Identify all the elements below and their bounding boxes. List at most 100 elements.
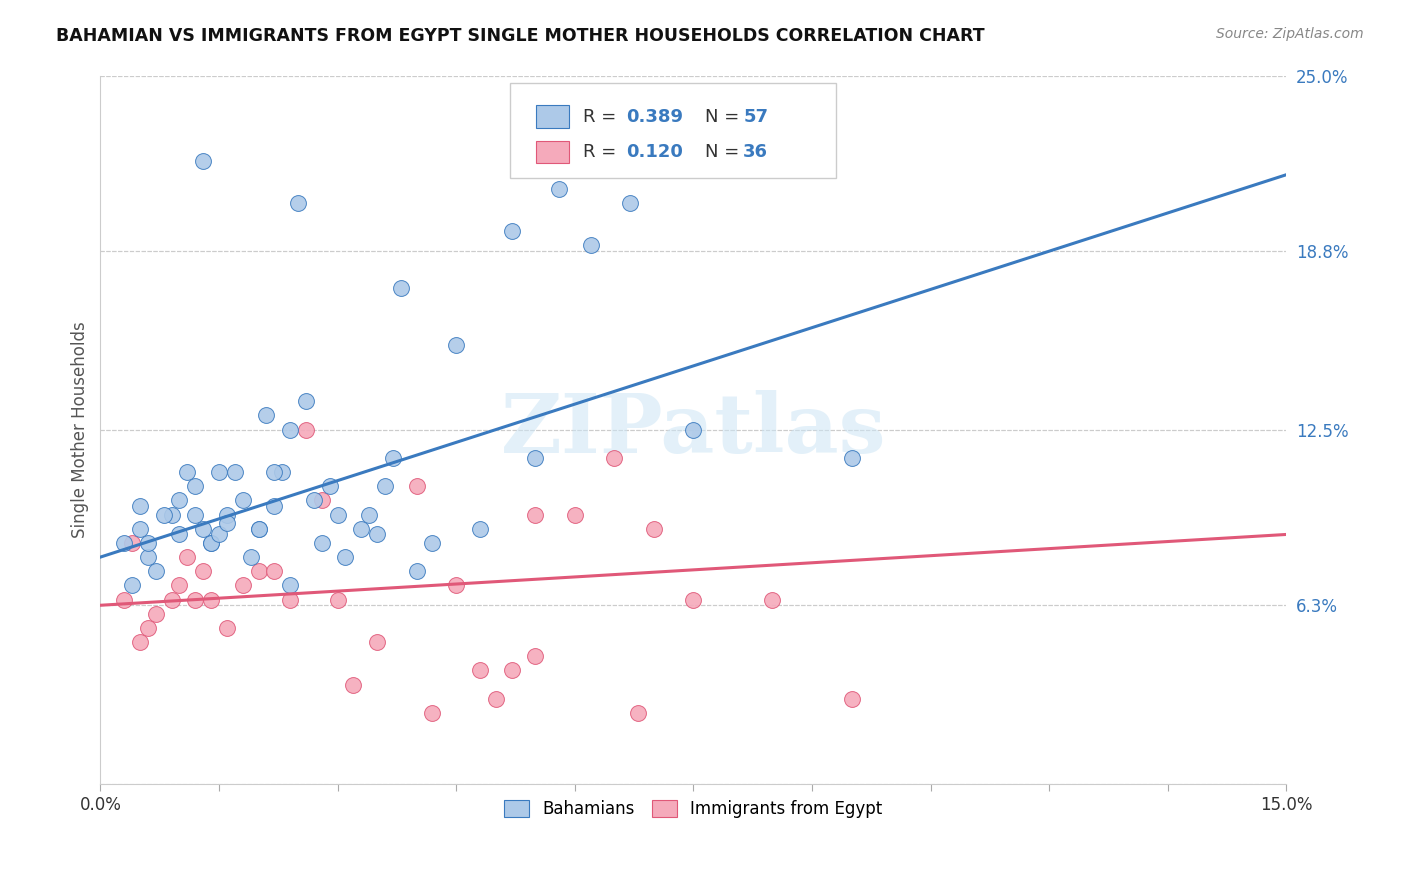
Point xyxy=(278,423,301,437)
Point xyxy=(191,153,214,168)
Text: R =: R = xyxy=(583,108,621,126)
Point xyxy=(200,536,222,550)
Point xyxy=(311,493,333,508)
Point xyxy=(302,493,325,508)
Point xyxy=(232,578,254,592)
Point xyxy=(405,479,427,493)
Point xyxy=(627,706,650,720)
Point xyxy=(389,281,412,295)
Point xyxy=(224,465,246,479)
Point xyxy=(208,465,231,479)
FancyBboxPatch shape xyxy=(536,105,569,128)
Point xyxy=(200,536,222,550)
Point xyxy=(263,564,285,578)
Point xyxy=(263,499,285,513)
Point xyxy=(366,635,388,649)
Point xyxy=(184,592,207,607)
Text: 0.389: 0.389 xyxy=(626,108,683,126)
Point xyxy=(501,224,523,238)
FancyBboxPatch shape xyxy=(509,83,835,178)
Text: N =: N = xyxy=(706,108,745,126)
Point xyxy=(215,508,238,522)
Point xyxy=(366,527,388,541)
Point xyxy=(524,450,547,465)
Point xyxy=(247,522,270,536)
Point xyxy=(422,706,444,720)
Point xyxy=(564,508,586,522)
Point xyxy=(335,550,357,565)
Point xyxy=(169,527,191,541)
Point xyxy=(381,450,404,465)
Point xyxy=(112,536,135,550)
Point xyxy=(128,635,150,649)
Text: 0.120: 0.120 xyxy=(626,143,683,161)
Point xyxy=(136,536,159,550)
Point xyxy=(342,677,364,691)
Point xyxy=(682,592,704,607)
Point xyxy=(603,450,626,465)
Point xyxy=(247,564,270,578)
Point xyxy=(350,522,373,536)
Point xyxy=(254,409,277,423)
Point xyxy=(524,649,547,664)
Legend: Bahamians, Immigrants from Egypt: Bahamians, Immigrants from Egypt xyxy=(498,794,889,825)
Point xyxy=(112,592,135,607)
Point xyxy=(145,607,167,621)
Point xyxy=(295,394,318,409)
Point xyxy=(619,196,641,211)
Point xyxy=(232,493,254,508)
Point xyxy=(841,691,863,706)
Y-axis label: Single Mother Households: Single Mother Households xyxy=(72,321,89,538)
Point xyxy=(278,592,301,607)
Point xyxy=(311,536,333,550)
Point xyxy=(405,564,427,578)
Point xyxy=(145,564,167,578)
Point xyxy=(485,691,508,706)
Point xyxy=(422,536,444,550)
Point xyxy=(128,499,150,513)
Point xyxy=(524,508,547,522)
Text: N =: N = xyxy=(706,143,745,161)
Point xyxy=(160,592,183,607)
Point xyxy=(501,664,523,678)
Point xyxy=(287,196,309,211)
Point xyxy=(444,578,467,592)
Point xyxy=(761,592,783,607)
Point xyxy=(176,550,198,565)
Point xyxy=(263,465,285,479)
Point xyxy=(579,238,602,252)
Point xyxy=(191,564,214,578)
Point xyxy=(215,621,238,635)
Point xyxy=(136,550,159,565)
Text: BAHAMIAN VS IMMIGRANTS FROM EGYPT SINGLE MOTHER HOUSEHOLDS CORRELATION CHART: BAHAMIAN VS IMMIGRANTS FROM EGYPT SINGLE… xyxy=(56,27,984,45)
Point xyxy=(128,522,150,536)
Point xyxy=(121,578,143,592)
Point xyxy=(271,465,294,479)
Point xyxy=(152,508,174,522)
Point xyxy=(295,423,318,437)
Point xyxy=(682,423,704,437)
Point xyxy=(169,578,191,592)
Point xyxy=(215,516,238,530)
Point xyxy=(444,337,467,351)
Point xyxy=(841,450,863,465)
Point xyxy=(643,522,665,536)
Point xyxy=(208,527,231,541)
Text: ZIPatlas: ZIPatlas xyxy=(501,390,886,469)
Point xyxy=(374,479,396,493)
Point xyxy=(200,592,222,607)
Point xyxy=(136,621,159,635)
Point xyxy=(247,522,270,536)
Point xyxy=(184,508,207,522)
Point xyxy=(239,550,262,565)
Point xyxy=(169,493,191,508)
Point xyxy=(326,508,349,522)
Point xyxy=(468,664,491,678)
Point xyxy=(548,182,571,196)
Point xyxy=(176,465,198,479)
FancyBboxPatch shape xyxy=(536,141,569,163)
Text: R =: R = xyxy=(583,143,621,161)
Point xyxy=(326,592,349,607)
Point xyxy=(160,508,183,522)
Text: 36: 36 xyxy=(744,143,768,161)
